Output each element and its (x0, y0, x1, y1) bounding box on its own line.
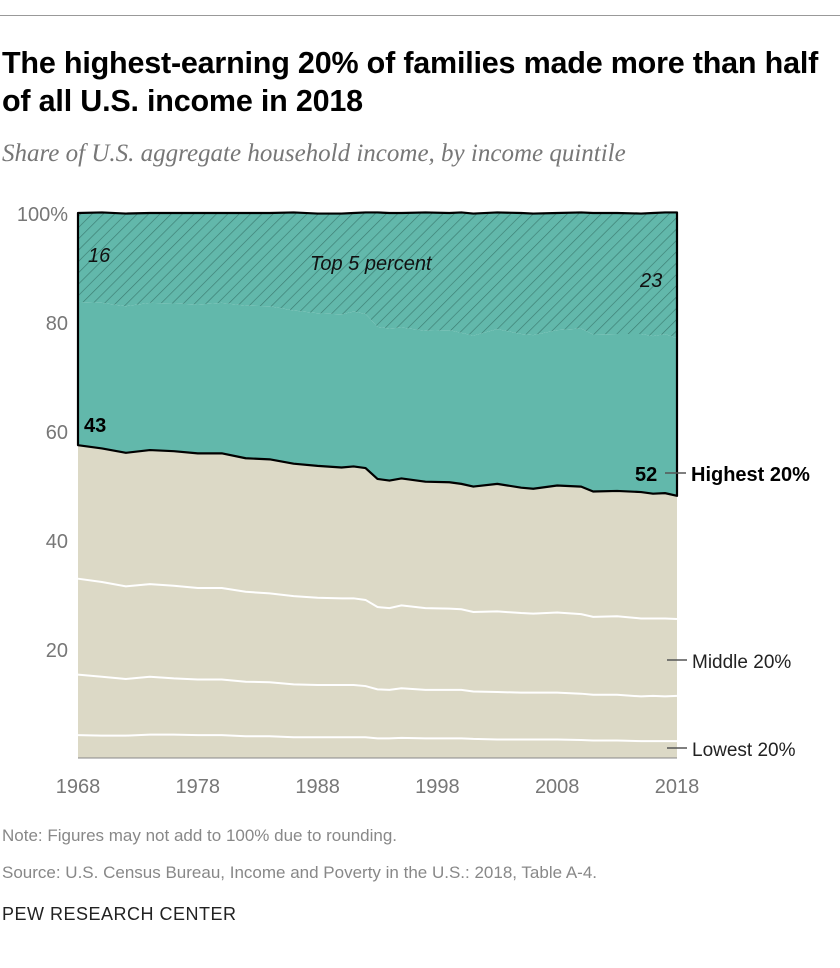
chart-subtitle: Share of U.S. aggregate household income… (2, 140, 626, 167)
top5-end-label: 23 (639, 270, 662, 292)
highest-start-label: 43 (84, 415, 106, 437)
x-tick-label: 1988 (295, 776, 340, 798)
x-tick-label: 2008 (535, 776, 580, 798)
x-tick-label: 1998 (415, 776, 460, 798)
y-tick-label: 20 (46, 640, 68, 662)
top-rule (0, 15, 840, 16)
y-tick-label: 100% (17, 204, 68, 226)
highest-20-outline (76, 211, 679, 497)
y-tick-label: 80 (46, 313, 68, 335)
area-top-5-percent (78, 212, 677, 339)
area-lower-quintiles (78, 445, 677, 758)
line-second-20 (77, 673, 678, 698)
area-highest-20 (78, 301, 677, 496)
pew-logo: PEW RESEARCH CENTER (2, 904, 237, 924)
x-tick-label: 2018 (655, 776, 700, 798)
x-tick-label: 1978 (176, 776, 221, 798)
legend-middle: Middle 20% (692, 652, 791, 673)
line-lowest-20 (77, 733, 677, 743)
line-middle-20 (77, 577, 678, 621)
y-tick-label: 60 (46, 422, 68, 444)
highest-end-label: 52 (635, 464, 657, 486)
chart-title: The highest-earning 20% of families made… (2, 46, 819, 118)
top5-label: Top 5 percent (310, 253, 433, 275)
x-tick-label: 1968 (56, 776, 101, 798)
chart-note: Note: Figures may not add to 100% due to… (2, 826, 398, 845)
top5-start-label: 16 (88, 245, 111, 267)
legend-lowest: Lowest 20% (692, 740, 796, 761)
y-tick-label: 40 (46, 531, 68, 553)
legend-highest: Highest 20% (691, 464, 810, 486)
chart-source: Source: U.S. Census Bureau, Income and P… (2, 863, 598, 882)
